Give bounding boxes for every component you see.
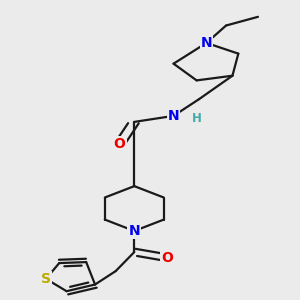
- Text: O: O: [114, 137, 125, 151]
- Text: S: S: [41, 272, 51, 286]
- Text: N: N: [168, 109, 179, 123]
- Text: N: N: [128, 224, 140, 238]
- Text: O: O: [161, 251, 173, 265]
- Text: N: N: [201, 36, 212, 50]
- Text: H: H: [192, 112, 202, 125]
